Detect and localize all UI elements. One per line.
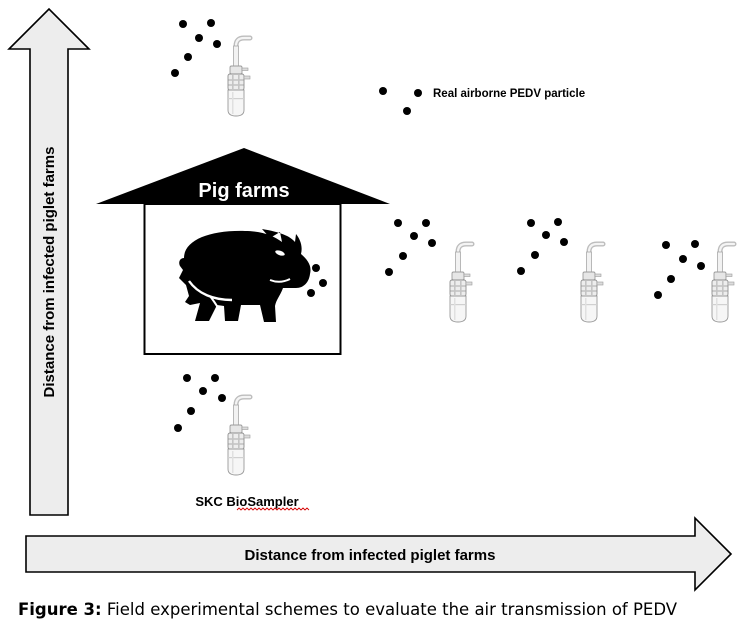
- particle-dot-icon: [379, 87, 387, 95]
- particle-dot-icon: [697, 262, 705, 270]
- particle-legend-label: Real airborne PEDV particle: [433, 88, 585, 100]
- biosampler-icon: [712, 244, 734, 322]
- sampler-group-east-2: [517, 218, 603, 322]
- vertical-axis-label: Distance from infected piglet farms: [41, 147, 58, 398]
- particle-dot-icon: [517, 267, 525, 275]
- pig-exhaled-particles: [307, 264, 327, 297]
- particle-dot-icon: [174, 424, 182, 432]
- particle-dot-icon: [218, 394, 226, 402]
- farm-label: Pig farms: [198, 180, 289, 202]
- sampler-group-east-3: [654, 240, 734, 322]
- particle-dot-icon: [307, 289, 315, 297]
- biosampler-icon: [581, 244, 603, 322]
- particle-dot-icon: [207, 19, 215, 27]
- particle-dot-icon: [195, 34, 203, 42]
- particle-dot-icon: [179, 20, 187, 28]
- particle-dot-icon: [213, 40, 221, 48]
- figure-caption-prefix: Figure 3:: [18, 600, 102, 619]
- particle-dot-icon: [187, 407, 195, 415]
- particle-dot-icon: [183, 374, 191, 382]
- particle-dot-icon: [554, 218, 562, 226]
- horizontal-distance-arrow: [25, 516, 733, 592]
- spellcheck-underline: [236, 507, 310, 511]
- particle-dot-icon: [560, 238, 568, 246]
- particle-dot-icon: [527, 219, 535, 227]
- figure-caption: Figure 3: Field experimental schemes to …: [18, 600, 738, 619]
- pig-silhouette-icon: [179, 229, 311, 322]
- horizontal-axis-label: Distance from infected piglet farms: [245, 547, 496, 564]
- particle-dot-icon: [385, 268, 393, 276]
- particle-dot-icon: [394, 219, 402, 227]
- particle-dot-icon: [654, 291, 662, 299]
- particle-dot-icon: [403, 107, 411, 115]
- particle-dot-icon: [410, 232, 418, 240]
- particle-dot-icon: [542, 231, 550, 239]
- particle-dot-icon: [422, 219, 430, 227]
- biosampler-icon: [228, 38, 250, 116]
- particle-dot-icon: [691, 240, 699, 248]
- vertical-distance-arrow: [7, 7, 91, 516]
- sampler-group-east-1: [385, 219, 472, 322]
- particle-dot-icon: [531, 251, 539, 259]
- particle-dot-icon: [312, 264, 320, 272]
- sampler-label: SKC BioSampler: [195, 494, 298, 509]
- particle-dot-icon: [679, 255, 687, 263]
- farm-roof: [96, 148, 390, 204]
- biosampler-icon: [228, 397, 250, 475]
- particle-dot-icon: [319, 279, 327, 287]
- particle-dot-icon: [171, 69, 179, 77]
- particle-dot-icon: [414, 89, 422, 97]
- particle-dot-icon: [184, 53, 192, 61]
- particle-dot-icon: [211, 374, 219, 382]
- figure-caption-text: Field experimental schemes to evaluate t…: [101, 600, 678, 619]
- particle-dot-icon: [399, 252, 407, 260]
- particle-dot-icon: [428, 239, 436, 247]
- particle-dot-icon: [199, 387, 207, 395]
- particle-dot-icon: [662, 241, 670, 249]
- particle-legend: [379, 87, 422, 115]
- particle-dot-icon: [667, 275, 675, 283]
- sampler-group-north: [171, 19, 250, 116]
- biosampler-icon: [450, 244, 472, 322]
- sampler-group-south: [174, 374, 250, 475]
